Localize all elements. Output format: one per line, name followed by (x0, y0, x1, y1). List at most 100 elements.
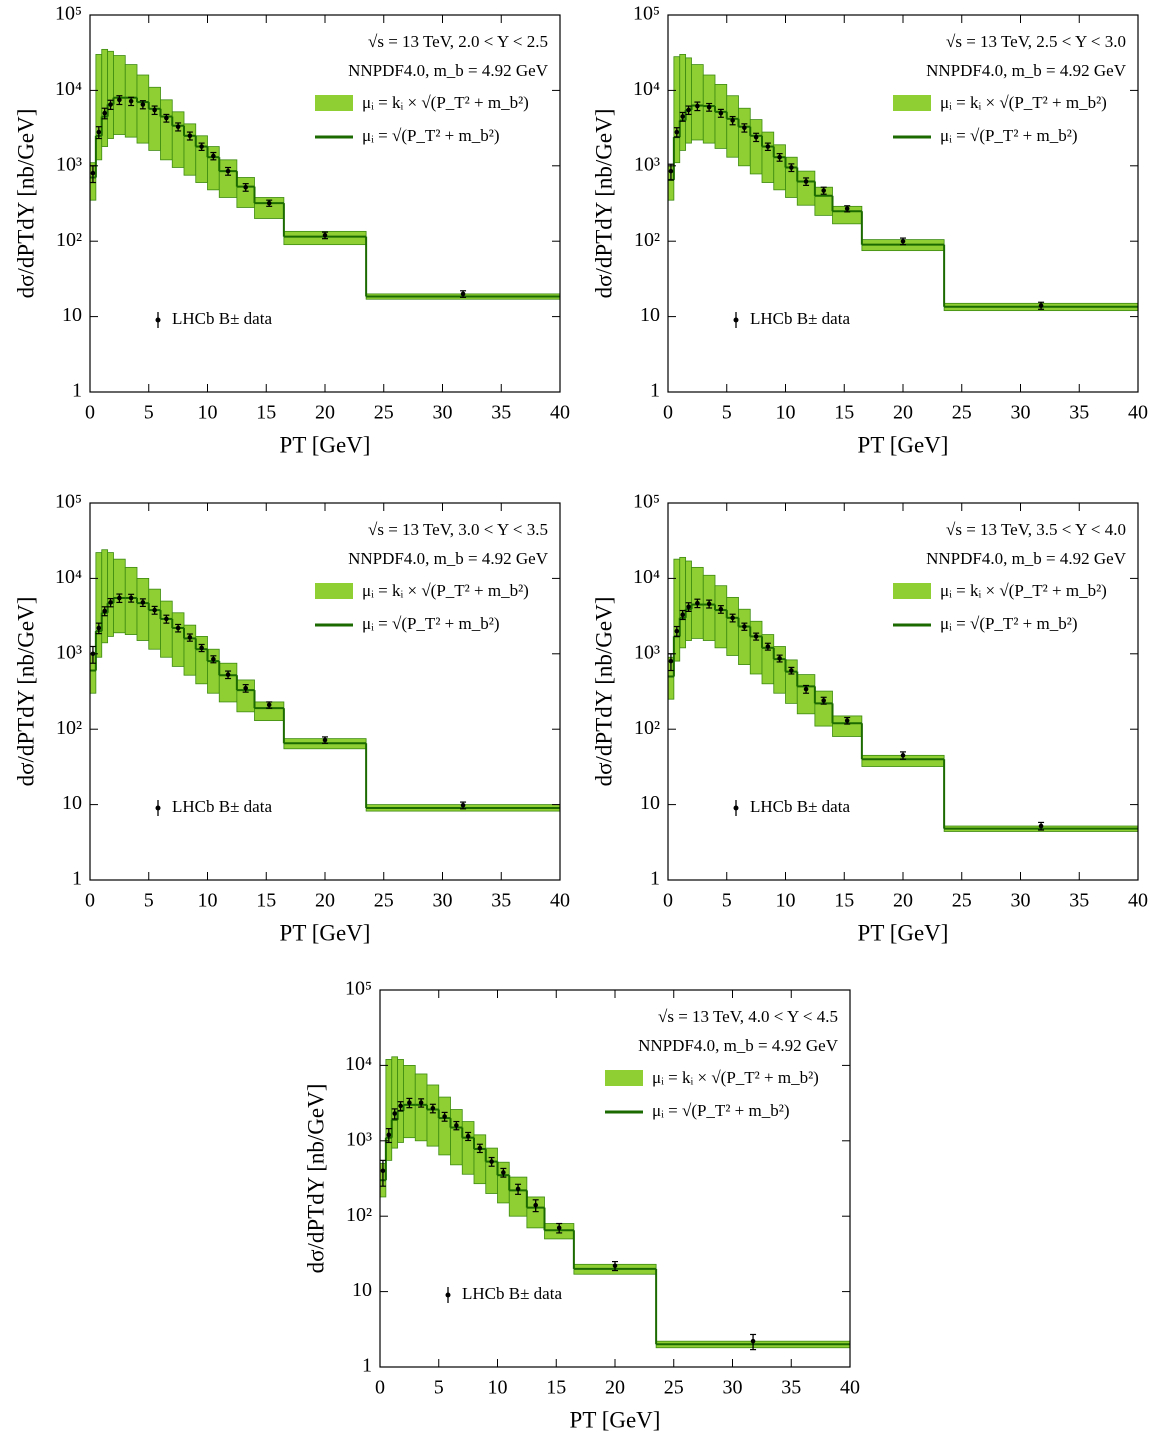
data-point (380, 1168, 386, 1174)
annotation: NNPDF4.0, m_b = 4.92 GeV (348, 61, 549, 80)
y-tick-label: 10 (640, 304, 660, 326)
data-point (164, 616, 169, 622)
panel: 0 5 10 15 20 25 30 35 40 1 10 10² 10³ 10⁴ 10⁵ PT [GeV] d… (13, 491, 570, 946)
annotation: √s = 13 TeV, 3.5 < Y < 4.0 (946, 520, 1126, 539)
y-axis-label: dσ/dPTdY [nb/GeV] (591, 109, 616, 299)
legend-marker (445, 1292, 451, 1298)
legend-band-swatch (893, 583, 931, 599)
data-point (392, 1111, 397, 1116)
uncertainty-band (508, 1176, 528, 1217)
data-point (821, 698, 826, 703)
x-tick-label: 35 (781, 1377, 801, 1399)
x-tick-label: 15 (256, 402, 276, 424)
legend-label: μᵢ = kᵢ × √(P_T² + m_b²) (940, 93, 1107, 112)
data-point (706, 601, 712, 607)
data-point (477, 1145, 483, 1151)
x-tick-label: 25 (952, 402, 972, 424)
data-point (533, 1202, 538, 1208)
data-point (612, 1263, 618, 1269)
x-tick-label: 0 (375, 1377, 385, 1399)
uncertainty-band (148, 86, 161, 151)
data-point (187, 635, 193, 640)
data-point (686, 107, 691, 113)
x-tick-label: 0 (85, 402, 95, 424)
data-point (556, 1225, 562, 1231)
y-tick-label: 10⁵ (55, 491, 82, 513)
legend-label: LHCb B± data (750, 797, 850, 816)
legend-label: μᵢ = kᵢ × √(P_T² + m_b²) (940, 581, 1107, 600)
data-point (1038, 823, 1044, 829)
y-tick-label: 10² (346, 1204, 372, 1226)
uncertainty-band (160, 600, 173, 658)
data-point (225, 168, 231, 174)
y-tick-label: 1 (650, 868, 660, 890)
data-point (418, 1100, 424, 1106)
data-point (742, 125, 747, 131)
data-point (730, 615, 735, 621)
data-point (322, 232, 328, 238)
y-tick-label: 1 (362, 1355, 372, 1377)
data-point (753, 634, 759, 639)
legend-label: μᵢ = kᵢ × √(P_T² + m_b²) (362, 581, 529, 600)
data-point (821, 188, 826, 193)
legend-label: LHCb B± data (172, 797, 272, 816)
y-tick-label: 10 (62, 792, 82, 814)
x-tick-label: 10 (776, 890, 796, 912)
x-tick-label: 15 (834, 890, 854, 912)
x-tick-label: 0 (663, 402, 673, 424)
uncertainty-band (726, 95, 739, 158)
legend-marker (733, 805, 739, 811)
uncertainty-band (738, 608, 751, 665)
data-point (266, 702, 272, 708)
x-tick-label: 25 (952, 890, 972, 912)
y-tick-label: 1 (72, 868, 82, 890)
data-point (900, 753, 906, 758)
uncertainty-band (107, 552, 114, 637)
data-point (430, 1105, 436, 1111)
data-point (164, 115, 169, 121)
data-point (187, 133, 193, 139)
uncertainty-band (426, 1084, 440, 1147)
y-axis-label: dσ/dPTdY [nb/GeV] (13, 109, 38, 299)
data-point (108, 600, 113, 605)
uncertainty-band (785, 156, 798, 198)
data-point (465, 1133, 471, 1139)
data-point (243, 184, 248, 190)
uncertainty-band (461, 1121, 475, 1175)
x-tick-label: 20 (315, 402, 335, 424)
data-point (102, 110, 107, 116)
uncertainty-band (749, 119, 763, 175)
y-tick-label: 1 (72, 380, 82, 402)
data-point (90, 170, 96, 176)
uncertainty-band (796, 674, 816, 715)
x-tick-label: 30 (433, 402, 453, 424)
data-point (742, 624, 747, 629)
annotation: NNPDF4.0, m_b = 4.92 GeV (638, 1036, 839, 1055)
x-tick-label: 0 (85, 890, 95, 912)
legend-label: μᵢ = √(P_T² + m_b²) (362, 126, 499, 145)
x-tick-label: 15 (834, 402, 854, 424)
legend-band-swatch (605, 1070, 643, 1086)
data-point (211, 656, 216, 662)
legend-label: μᵢ = √(P_T² + m_b²) (362, 614, 499, 633)
y-tick-label: 10³ (634, 153, 660, 175)
data-point (777, 154, 782, 160)
uncertainty-band (738, 107, 751, 167)
data-point (515, 1186, 521, 1192)
data-point (152, 607, 157, 613)
y-tick-label: 10² (634, 717, 660, 739)
annotation: √s = 13 TeV, 4.0 < Y < 4.5 (658, 1007, 838, 1026)
x-tick-label: 20 (605, 1377, 625, 1399)
y-tick-label: 10 (352, 1279, 372, 1301)
y-tick-label: 10 (640, 792, 660, 814)
data-point (489, 1159, 494, 1164)
uncertainty-band (236, 177, 255, 208)
legend-label: LHCb B± data (462, 1284, 562, 1303)
uncertainty-band (749, 620, 763, 675)
uncertainty-band (814, 690, 833, 727)
uncertainty-band (113, 55, 126, 135)
y-tick-label: 10³ (634, 641, 660, 663)
y-tick-label: 10 (62, 304, 82, 326)
data-point (765, 644, 771, 649)
y-tick-label: 10³ (346, 1128, 372, 1150)
